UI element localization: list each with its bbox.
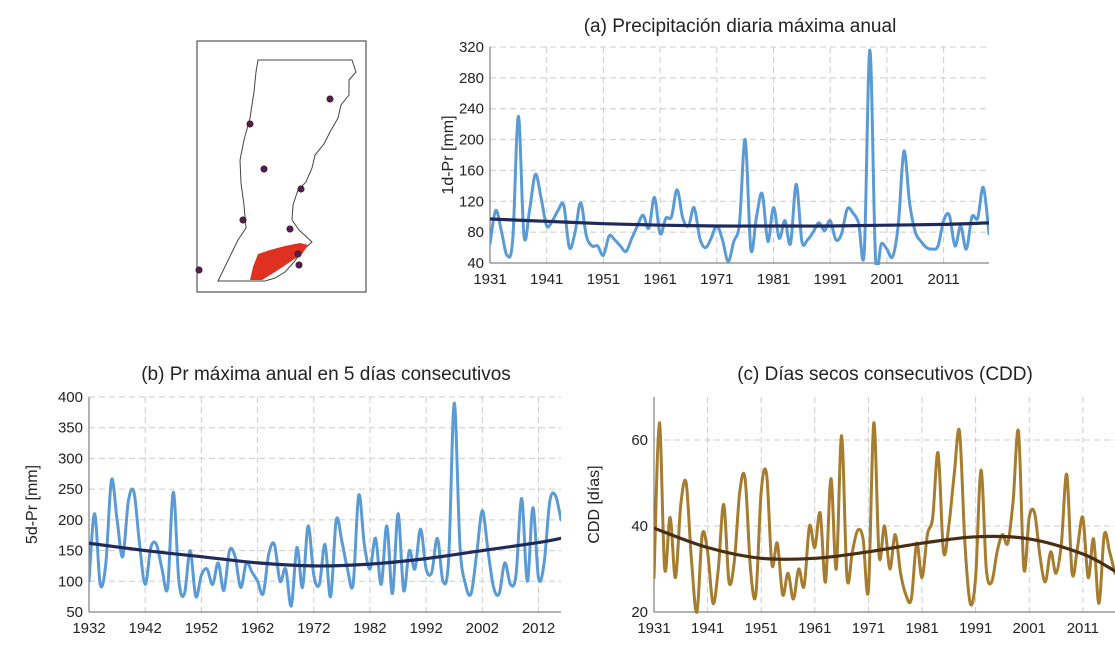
y-tick-label: 80 [467,224,484,241]
y-tick-label: 150 [58,543,83,560]
location-map [195,40,367,293]
chart-title: (c) Días secos consecutivos (CDD) [737,364,1033,385]
y-axis-label: 1d-Pr [mm] [440,115,457,194]
x-tick-label: 2002 [466,620,499,637]
station-marker [260,165,268,173]
station-marker [246,120,254,128]
annual-series-line [654,421,1115,614]
x-tick-label: 1941 [691,620,724,637]
x-tick-label: 1961 [643,271,676,288]
x-tick-label: 1981 [757,271,790,288]
trend-line [654,526,1115,573]
x-tick-label: 1932 [72,620,105,637]
y-tick-label: 60 [631,432,648,449]
y-tick-label: 200 [459,132,484,149]
y-tick-label: 120 [459,193,484,210]
x-tick-label: 1992 [409,620,442,637]
y-axis-label: 5d-Pr [mm] [24,465,41,544]
station-marker [326,95,334,103]
y-tick-label: 100 [58,573,83,590]
y-tick-label: 240 [459,101,484,118]
x-tick-label: 1991 [959,620,992,637]
trend-line [89,536,561,568]
x-tick-label: 1972 [297,620,330,637]
x-tick-label: 1931 [473,271,506,288]
y-tick-label: 40 [467,255,484,272]
y-tick-label: 160 [459,162,484,179]
x-tick-label: 1952 [185,620,218,637]
x-tick-label: 2011 [1067,620,1099,637]
chart-panel-a: 1931 1941 1951 1961 1971 1981 1991 2001 2011 40 80… [440,16,989,288]
station-marker [295,261,303,269]
y-tick-label: 20 [631,604,648,621]
y-tick-label: 200 [58,512,83,529]
y-tick-label: 40 [631,518,648,535]
y-tick-label: 50 [66,604,83,621]
x-tick-label: 2012 [522,620,555,637]
highlighted-region [250,243,308,280]
annual-series-line [89,401,561,608]
station-marker [239,216,247,224]
x-tick-label: 1961 [798,620,831,637]
x-tick-label: 1982 [353,620,386,637]
chart-panel-b: 1932 1942 1952 1962 1972 1982 1992 2002 2012 50 10… [24,364,561,637]
annual-series-line [490,48,989,265]
chart-panel-c: 1931 1941 1951 1961 1971 1981 1991 2001 2011 20 40… [586,364,1115,637]
station-marker [286,225,294,233]
x-tick-label: 1971 [852,620,885,637]
trend-line [490,217,989,228]
y-axis-label: CDD [días] [586,465,603,543]
station-marker [297,185,305,193]
y-tick-label: 400 [58,389,83,406]
province-outline [217,59,357,282]
map-stations [195,95,334,274]
x-tick-label: 1951 [587,271,620,288]
y-tick-label: 280 [459,70,484,87]
chart-title: (a) Precipitación diaria máxima anual [584,16,897,37]
chart-title: (b) Pr máxima anual en 5 días consecutiv… [141,364,511,385]
x-tick-label: 2001 [870,271,903,288]
station-marker [195,266,203,274]
x-tick-label: 1981 [905,620,938,637]
x-tick-label: 2001 [1013,620,1046,637]
x-tick-label: 1962 [241,620,274,637]
x-tick-label: 1931 [637,620,670,637]
x-tick-label: 1941 [530,271,563,288]
y-tick-label: 320 [459,39,484,56]
x-tick-label: 1971 [700,271,733,288]
y-tick-label: 350 [58,420,83,437]
x-tick-label: 1942 [129,620,162,637]
y-tick-label: 300 [58,450,83,467]
x-tick-label: 1991 [814,271,847,288]
station-marker [294,250,302,258]
x-tick-label: 1951 [745,620,778,637]
x-tick-label: 2011 [928,271,960,288]
y-tick-label: 250 [58,481,83,498]
